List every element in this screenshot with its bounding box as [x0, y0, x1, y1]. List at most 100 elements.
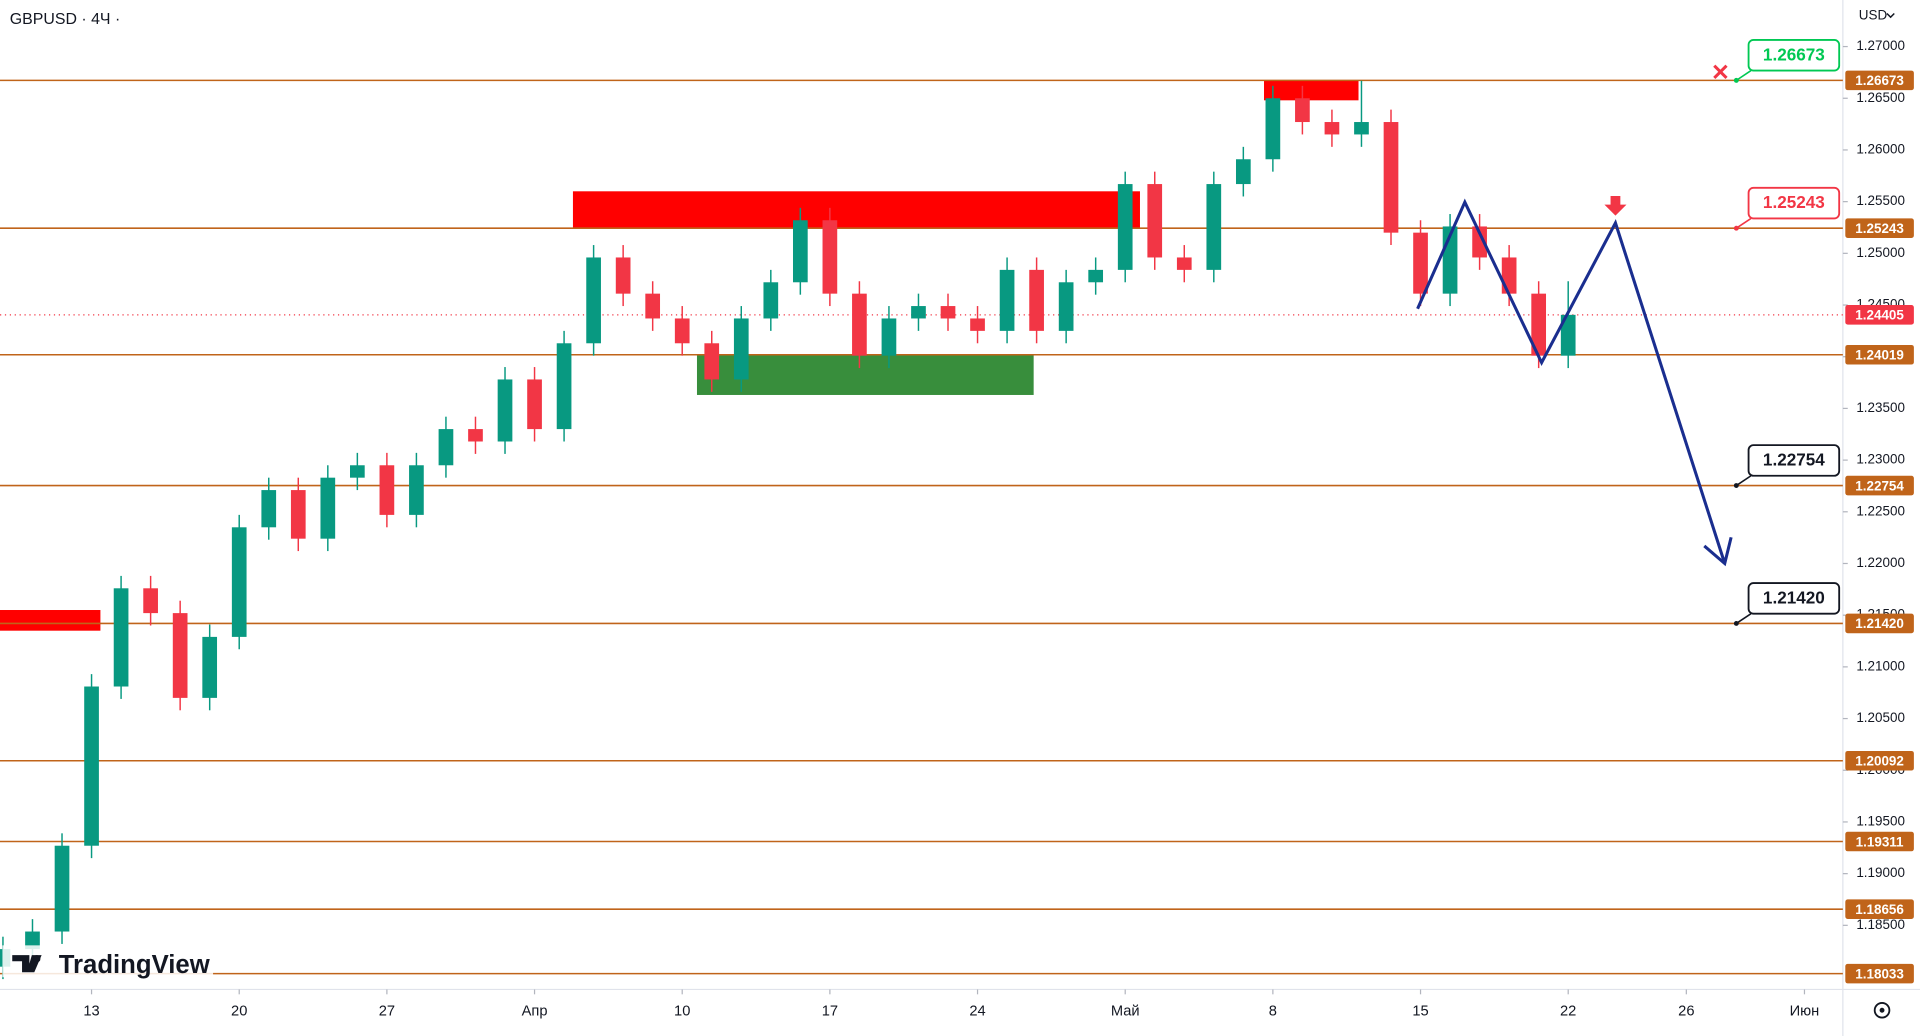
candle-body	[733, 318, 749, 380]
y-tick-label: 1.26000	[1856, 142, 1905, 157]
candle-body	[409, 465, 424, 515]
candle-body	[113, 588, 129, 687]
callout-box	[1747, 444, 1841, 477]
level-label: 1.18656	[1855, 902, 1904, 917]
level-label: 1.26673	[1855, 73, 1904, 88]
candle-body	[261, 490, 277, 528]
tradingview-logo: TradingView	[2, 945, 214, 979]
x-tick-label: Апр	[522, 1003, 548, 1019]
sell-marker	[1604, 195, 1627, 216]
settings-dot[interactable]	[1879, 1007, 1885, 1013]
candle-body	[556, 343, 572, 430]
y-tick-label: 1.22000	[1856, 555, 1905, 570]
x-tick-label: 27	[379, 1003, 395, 1019]
y-tick-label: 1.25500	[1856, 193, 1905, 208]
y-tick-label: 1.19500	[1856, 814, 1905, 829]
x-tick-label: 15	[1412, 1003, 1428, 1019]
x-tick-label: 22	[1560, 1003, 1576, 1019]
candle-body	[231, 527, 247, 637]
callout-connector	[1735, 475, 1752, 487]
candle-body	[1206, 184, 1222, 270]
level-label-box	[1845, 750, 1914, 771]
candle-body	[1117, 184, 1133, 270]
zone	[1264, 80, 1359, 101]
candle-body	[527, 379, 542, 430]
candle-body	[84, 686, 99, 846]
candle-body	[172, 613, 188, 698]
x-tick-label: Июн	[1790, 1003, 1820, 1019]
candle-body	[1029, 269, 1044, 331]
level-label: 1.18033	[1855, 966, 1904, 981]
candle-body	[497, 379, 513, 442]
candle-body	[290, 490, 306, 539]
candle-body	[143, 588, 158, 614]
zone	[572, 191, 1140, 229]
stop-marker	[1713, 64, 1728, 80]
candle-body	[1472, 226, 1487, 258]
candle-body	[1560, 314, 1576, 356]
candle-body	[674, 318, 690, 344]
x-tick-label: 20	[231, 1003, 247, 1019]
callout-connector	[1735, 612, 1752, 625]
projection-path	[1416, 198, 1727, 564]
y-tick-label: 1.21000	[1856, 658, 1905, 673]
callout-box	[1747, 39, 1841, 72]
symbol-title: GBPUSD · 4Ч ·	[10, 11, 120, 28]
y-tick-label: 1.25000	[1856, 245, 1905, 260]
candle-body	[379, 465, 395, 515]
zone	[0, 610, 101, 631]
settings-ring[interactable]	[1873, 1001, 1891, 1019]
plot	[0, 79, 1843, 980]
candle-body	[54, 845, 70, 932]
candle-body	[468, 429, 483, 442]
callout-connector	[1735, 217, 1752, 229]
candle-body	[1147, 184, 1163, 258]
y-tick-label: 1.18500	[1856, 917, 1905, 932]
y-tick-label: 1.27000	[1856, 38, 1905, 53]
candle-body	[763, 282, 779, 319]
candle-body	[320, 477, 336, 539]
candle-body	[1295, 98, 1310, 123]
candle-body	[911, 306, 926, 319]
candle-body	[792, 220, 808, 283]
x-tick-label: 24	[969, 1003, 985, 1019]
x-tick-label: 13	[83, 1003, 99, 1019]
level-label-box	[1845, 899, 1914, 919]
x-tick-label: Май	[1111, 1003, 1140, 1019]
logo-dot	[33, 955, 41, 963]
x-tick-label: 8	[1269, 1003, 1277, 1019]
level-label: 1.20092	[1855, 754, 1904, 769]
candle-body	[881, 318, 897, 356]
x-tick-label: 17	[822, 1003, 838, 1019]
settings-icon[interactable]	[1873, 1001, 1891, 1019]
y-tick-label: 1.22500	[1856, 503, 1905, 518]
candle-body	[1324, 122, 1340, 135]
projection-arrowhead	[1703, 536, 1733, 567]
candle-body	[1088, 269, 1104, 283]
candle-body	[25, 931, 40, 950]
y-tick-label: 1.20500	[1856, 710, 1905, 725]
level-label-box	[1845, 70, 1914, 91]
currency-label[interactable]: USD	[1859, 8, 1888, 23]
candle-body	[822, 220, 838, 294]
last-price-box	[1845, 305, 1914, 325]
level-label: 1.21420	[1855, 616, 1904, 631]
level-label-box	[1845, 218, 1914, 239]
currency-caret	[1886, 12, 1895, 19]
candle-body	[1354, 122, 1369, 135]
candle-body	[1265, 98, 1281, 160]
candle-body	[999, 269, 1015, 331]
level-label: 1.25243	[1855, 221, 1904, 236]
x-tick-label: 10	[674, 1003, 690, 1019]
y-tick-label: 1.23500	[1856, 400, 1905, 415]
candle-body	[1501, 257, 1517, 294]
callout-text: 1.25243	[1763, 192, 1825, 212]
x-tick-label: 26	[1678, 1003, 1694, 1019]
level-label-box	[1845, 344, 1914, 365]
callout-text: 1.21420	[1763, 587, 1825, 607]
y-tick-label: 1.26500	[1856, 90, 1905, 105]
candle-body	[645, 293, 661, 319]
candle-body	[1235, 159, 1251, 185]
